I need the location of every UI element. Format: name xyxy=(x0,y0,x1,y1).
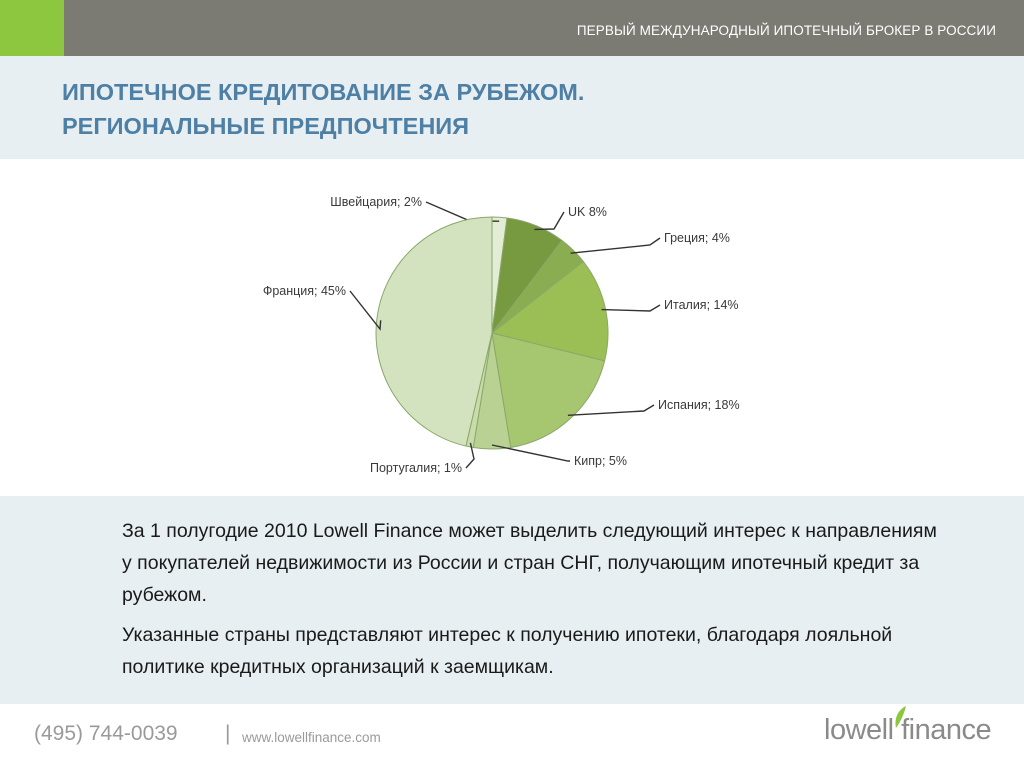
data-label-4: Испания; 18% xyxy=(658,398,740,412)
data-label-2: Греция; 4% xyxy=(664,231,730,245)
company-logo: lowell finance xyxy=(824,706,1004,750)
accent-block xyxy=(0,0,64,56)
data-label-0: Швейцария; 2% xyxy=(330,195,422,209)
leader-line-6 xyxy=(465,442,475,469)
data-label-6: Португалия; 1% xyxy=(370,461,462,475)
top-bar xyxy=(0,0,1024,56)
chart-area: Швейцария; 2% UK 8% Греция; 4% Италия; 14% И… xyxy=(0,159,1024,496)
title-line-1: ИПОТЕЧНОЕ КРЕДИТОВАНИЕ ЗА РУБЕЖОМ. xyxy=(62,79,585,105)
leader-line-5 xyxy=(491,444,570,462)
data-label-7: Франция; 45% xyxy=(263,284,346,298)
description-paragraph-1: За 1 полугодие 2010 Lowell Finance может… xyxy=(122,520,937,606)
header-tagline: ПЕРВЫЙ МЕЖДУНАРОДНЫЙ ИПОТЕЧНЫЙ БРОКЕР В … xyxy=(576,23,996,38)
pie-slice-4 xyxy=(491,332,606,449)
description-panel xyxy=(0,496,1024,704)
title-line-2: РЕГИОНАЛЬНЫЕ ПРЕДПОЧТЕНИЯ xyxy=(62,113,470,139)
leader-line-1 xyxy=(534,211,565,231)
data-label-3: Италия; 14% xyxy=(664,298,739,312)
pie-chart: Швейцария; 2% UK 8% Греция; 4% Италия; 14% И… xyxy=(263,195,740,475)
description-paragraph-2: Указанные страны представляют интерес к … xyxy=(122,624,893,678)
pie-slice-3 xyxy=(490,260,609,362)
footer-website-link[interactable]: www.lowellfinance.com xyxy=(242,730,381,745)
footer-separator: | xyxy=(225,722,231,745)
leader-line-2 xyxy=(570,237,661,254)
logo-text: lowell finance xyxy=(824,714,992,746)
leaf-icon xyxy=(895,706,906,728)
data-label-1: UK 8% xyxy=(568,205,607,219)
page-title: ИПОТЕЧНОЕ КРЕДИТОВАНИЕ ЗА РУБЕЖОМ. РЕГИО… xyxy=(62,75,584,143)
title-panel xyxy=(0,56,1024,159)
leader-line-4 xyxy=(567,404,655,416)
description: За 1 полугодие 2010 Lowell Finance может… xyxy=(122,515,942,691)
pie-slice-7 xyxy=(375,216,493,447)
leader-line-7 xyxy=(349,290,382,331)
leader-line-3 xyxy=(601,304,661,312)
data-label-5: Кипр; 5% xyxy=(574,454,627,468)
footer-phone: (495) 744-0039 xyxy=(34,722,178,745)
